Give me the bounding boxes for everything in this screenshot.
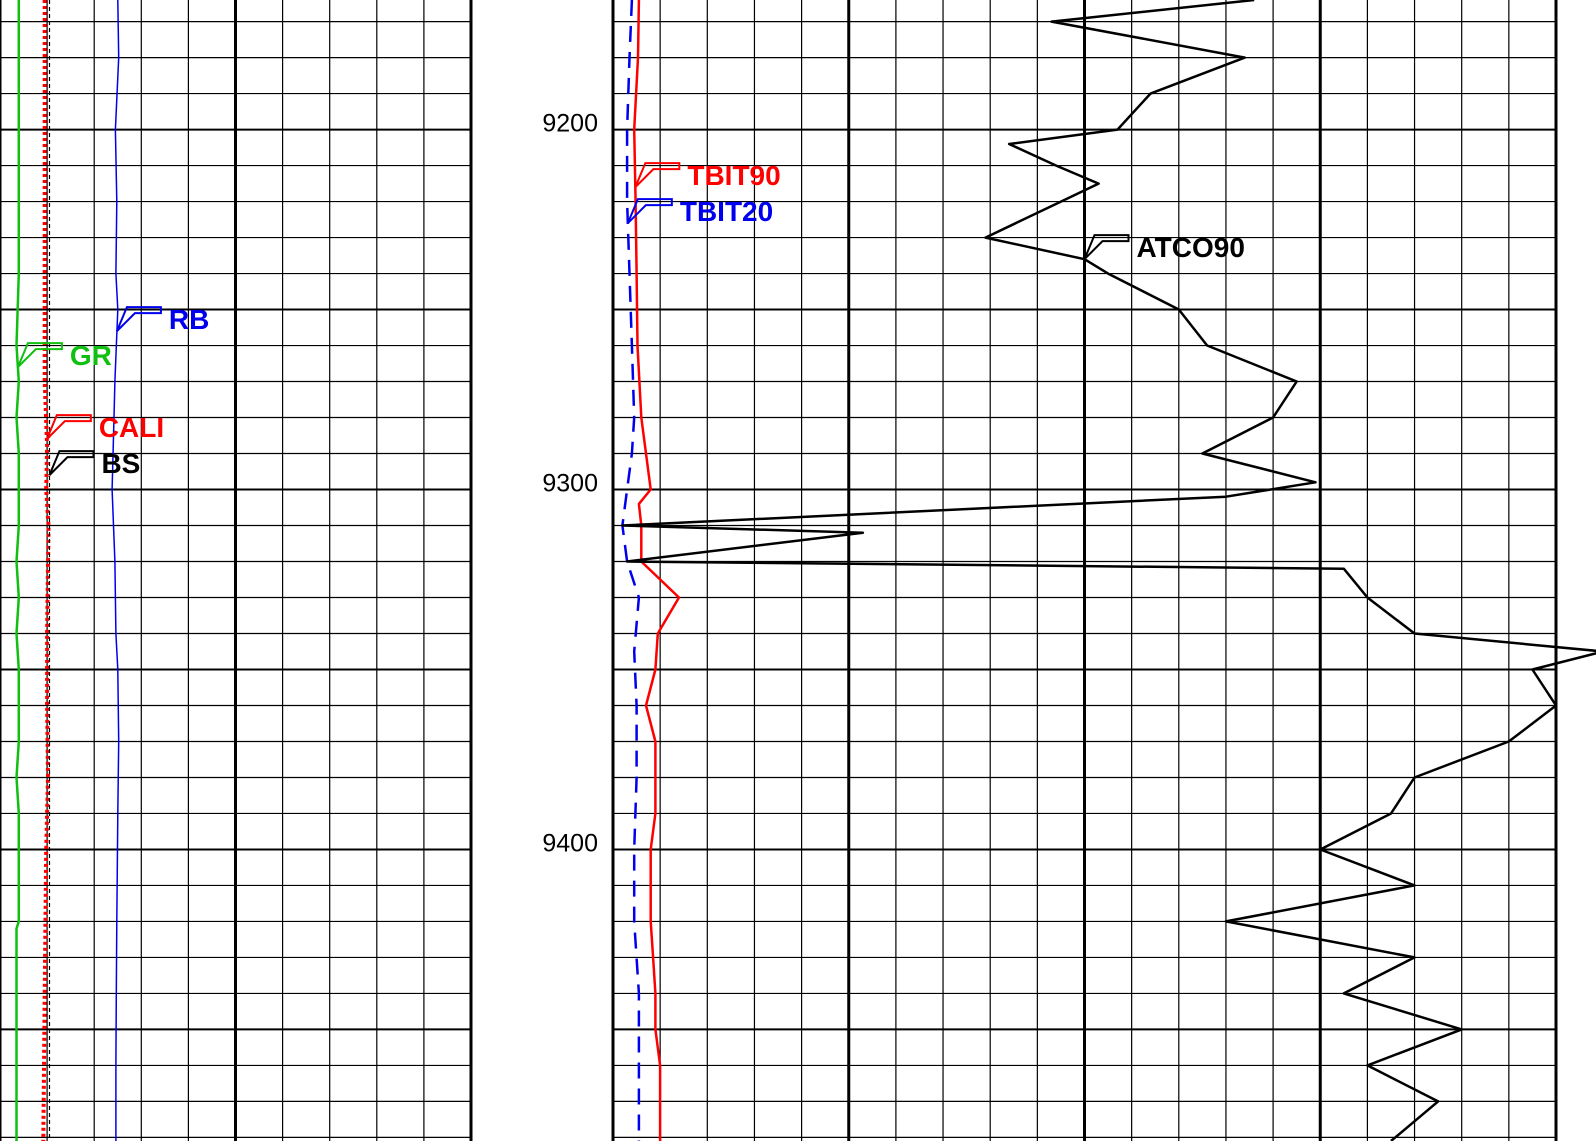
track1-grid	[0, 0, 473, 1141]
curve-label-pointer	[626, 198, 673, 224]
curve-label-cali: CALI	[99, 412, 164, 443]
curve-label-atco90: ATCO90	[1137, 232, 1245, 263]
curve-label-pointer	[16, 342, 63, 368]
curve-label-bs: BS	[101, 448, 140, 479]
curve-label-pointer	[48, 450, 95, 476]
curve-label-pointer	[634, 162, 681, 188]
curve-label-pointer	[45, 414, 92, 440]
curve-tbit90	[632, 0, 681, 1141]
depth-tick-label: 9200	[542, 110, 598, 138]
curve-label-pointer	[1083, 234, 1130, 260]
curves	[15, 0, 1596, 1141]
curve-label-gr: GR	[70, 340, 112, 371]
depth-labels: 9200 9300 9400	[542, 110, 598, 858]
curve-label-tbit20: TBIT20	[680, 196, 773, 227]
curve-rb	[111, 0, 120, 1141]
curve-label-tbit90: TBIT90	[687, 160, 780, 191]
curve-label-pointer	[115, 306, 162, 332]
curve-labels: GR CALI BS RB TBIT90 TBIT20 ATCO90	[16, 160, 1245, 479]
curve-tbit20	[621, 0, 641, 1141]
curve-cali	[41, 0, 51, 1141]
track2-grid	[611, 0, 1558, 1141]
depth-tick-label: 9400	[542, 829, 598, 857]
curve-gr	[15, 0, 21, 1141]
depth-tick-label: 9300	[542, 470, 598, 498]
curve-label-rb: RB	[169, 304, 209, 335]
curve-atco90	[621, 0, 1596, 1141]
